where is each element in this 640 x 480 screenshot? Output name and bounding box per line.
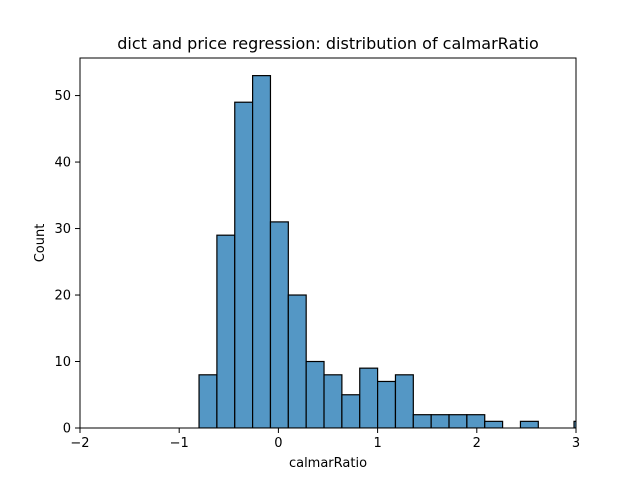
histogram-bar-21	[573, 420, 576, 428]
histogram-bar-5	[287, 294, 307, 428]
y-tick-label: 20	[54, 289, 71, 304]
histogram-bar-15	[466, 414, 486, 428]
histogram-bar-1	[216, 234, 236, 428]
histogram-bar-3	[252, 75, 272, 428]
histogram-bar-0	[198, 374, 218, 428]
histogram-bar-16	[484, 420, 504, 428]
histogram-bar-8	[341, 394, 361, 428]
x-tick-label: 1	[373, 436, 381, 451]
histogram-bar-4	[269, 221, 289, 428]
y-axis: 0 10 20 30 40 50	[54, 89, 80, 437]
histogram-bar-13	[430, 414, 450, 428]
histogram-bar-14	[448, 414, 468, 428]
x-tick-label: −1	[170, 436, 189, 451]
histogram-bar-6	[305, 360, 325, 428]
y-tick-label: 40	[54, 156, 71, 171]
x-axis: −2 −1 0 1 2 3	[70, 428, 580, 451]
histogram-bar-11	[394, 374, 414, 428]
plot-frame	[79, 57, 577, 429]
y-axis-label: Count	[33, 224, 48, 263]
x-tick-label: 2	[473, 436, 481, 451]
x-tick-label: 3	[572, 436, 580, 451]
x-tick-label: 0	[274, 436, 282, 451]
histogram-bar-10	[377, 380, 397, 428]
y-tick-label: 0	[63, 422, 71, 437]
histogram-bar-9	[359, 367, 379, 428]
y-tick-label: 10	[54, 355, 71, 370]
bars-group	[198, 75, 576, 428]
histogram-bar-12	[412, 414, 432, 428]
histogram-bar-18	[519, 420, 539, 428]
histogram-bar-2	[234, 101, 254, 428]
chart-title: dict and price regression: distribution …	[117, 34, 539, 53]
histogram-bar-7	[323, 374, 343, 428]
x-tick-label: −2	[70, 436, 89, 451]
y-tick-label: 30	[54, 222, 71, 237]
x-axis-label: calmarRatio	[289, 456, 367, 471]
y-tick-label: 50	[54, 89, 71, 104]
